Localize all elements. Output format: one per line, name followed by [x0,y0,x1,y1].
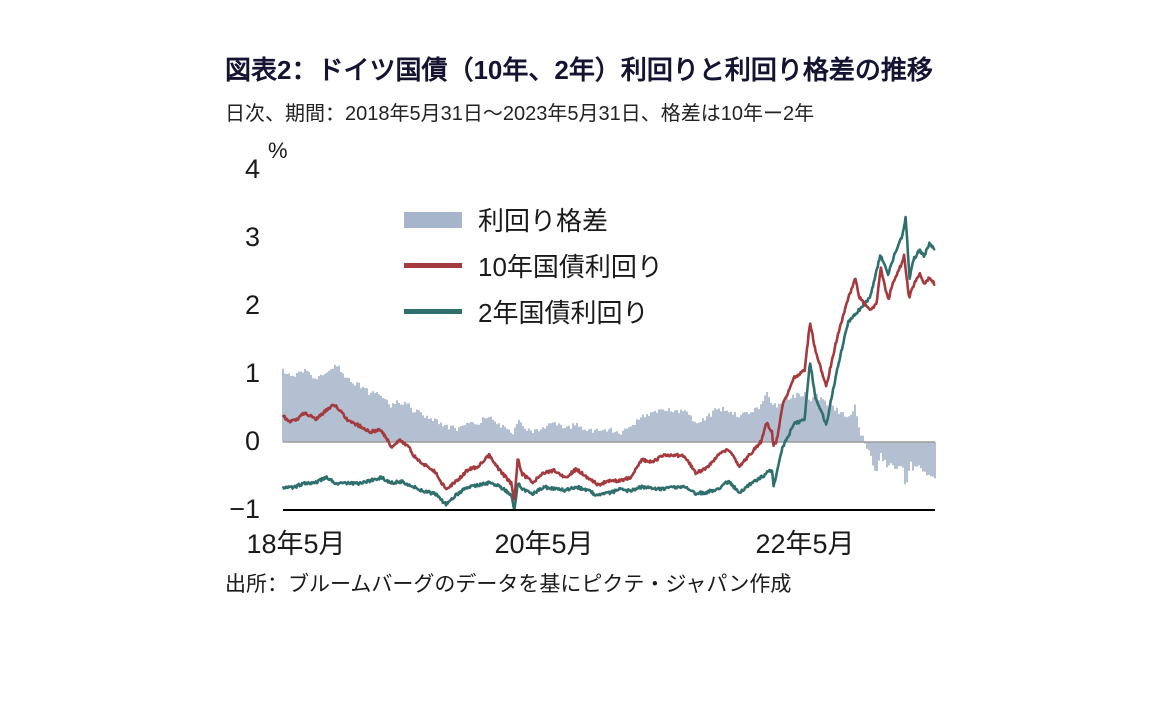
legend: 利回り格差 10年国債利回り 2年国債利回り [404,202,663,329]
spread-swatch-icon [404,211,462,228]
y-tick-label: 1 [244,357,260,388]
legend-label-spread: 利回り格差 [478,206,609,236]
legend-item-spread: 利回り格差 [404,202,663,237]
legend-item-2y: 2年国債利回り [404,294,663,329]
y-tick-label: 2 [244,289,260,320]
spread-bars [282,364,936,485]
legend-label-10y: 10年国債利回り [478,252,663,282]
10y-line-swatch-icon [404,263,462,268]
y-axis-labels: 4 3 2 1 0 −1 [0,0,262,720]
y-tick-label: 4 [244,153,260,184]
bund10-line [281,253,936,501]
legend-label-2y: 2年国債利回り [478,298,649,328]
2y-line-swatch-icon [404,309,462,314]
legend-item-10y: 10年国債利回り [404,248,663,283]
source-note: 出所：ブルームバーグのデータを基にピクテ・ジャパン作成 [225,573,792,596]
y-axis-unit-label: % [268,138,288,163]
y-tick-label: −1 [229,493,260,524]
y-tick-label: 0 [244,425,260,456]
chart-subtitle: 日次、期間：2018年5月31日～2023年5月31日、格差は10年ー2年 [225,103,815,125]
chart-title: 図表2：ドイツ国債（10年、2年）利回りと利回り格差の推移 [225,55,933,85]
x-tick-label-2022: 22年5月 [755,529,855,559]
x-tick-label-2020: 20年5月 [494,529,594,559]
y-tick-label: 3 [244,221,260,252]
bund2-line [281,215,936,511]
x-tick-label-2018: 18年5月 [246,529,346,559]
